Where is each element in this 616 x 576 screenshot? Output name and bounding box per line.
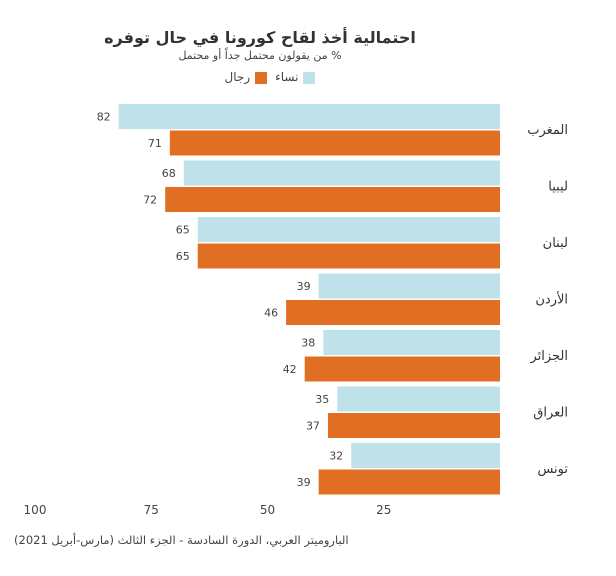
chart-title: احتمالية أخذ لقاح كورونا في حال توفره <box>104 28 416 47</box>
category-label: الجزائر <box>529 349 568 364</box>
legend-item-men: رجال <box>225 70 268 84</box>
data-label: 32 <box>329 450 343 463</box>
data-label: 65 <box>176 224 190 237</box>
bar <box>286 300 500 325</box>
category-label: العراق <box>533 406 568 421</box>
data-label: 39 <box>297 280 311 293</box>
bar <box>318 273 500 299</box>
bar <box>351 443 500 468</box>
bar <box>197 243 500 269</box>
bar <box>183 160 501 186</box>
bar <box>323 330 500 355</box>
legend: نساء رجال <box>0 70 540 84</box>
data-label: 71 <box>148 137 162 150</box>
data-label: 82 <box>97 111 111 124</box>
data-label: 68 <box>162 167 176 180</box>
category-label: ليبيا <box>548 180 568 195</box>
category-label: المغرب <box>527 123 568 138</box>
data-label: 38 <box>301 337 315 350</box>
bar <box>337 386 500 412</box>
data-label: 35 <box>315 393 329 406</box>
bar <box>197 217 500 242</box>
category-label: تونس <box>537 462 568 477</box>
chart-subtitle: % من يقولون محتمل جداً أو محتمل <box>178 49 342 62</box>
bar <box>318 469 500 495</box>
bar <box>165 187 500 212</box>
source-note: الباروميتر العربي، الدورة السادسة - الجز… <box>14 533 349 547</box>
category-label: لبنان <box>543 236 568 251</box>
bar <box>118 104 500 129</box>
data-label: 46 <box>264 307 278 320</box>
x-tick-label: 25 <box>376 503 391 517</box>
x-tick-label: 100 <box>24 503 47 517</box>
data-label: 65 <box>176 250 190 263</box>
bar <box>304 356 500 382</box>
data-label: 39 <box>297 476 311 489</box>
legend-item-women: نساء <box>275 70 316 84</box>
data-label: 72 <box>143 194 157 207</box>
data-label: 37 <box>306 420 320 433</box>
bar <box>327 413 500 438</box>
legend-label: رجال <box>224 70 251 84</box>
x-tick-label: 50 <box>260 503 275 517</box>
data-label: 42 <box>283 363 297 376</box>
category-label: الأردن <box>535 291 568 308</box>
x-tick-label: 75 <box>144 503 159 517</box>
bar <box>169 130 500 156</box>
legend-label: نساء <box>275 70 299 84</box>
